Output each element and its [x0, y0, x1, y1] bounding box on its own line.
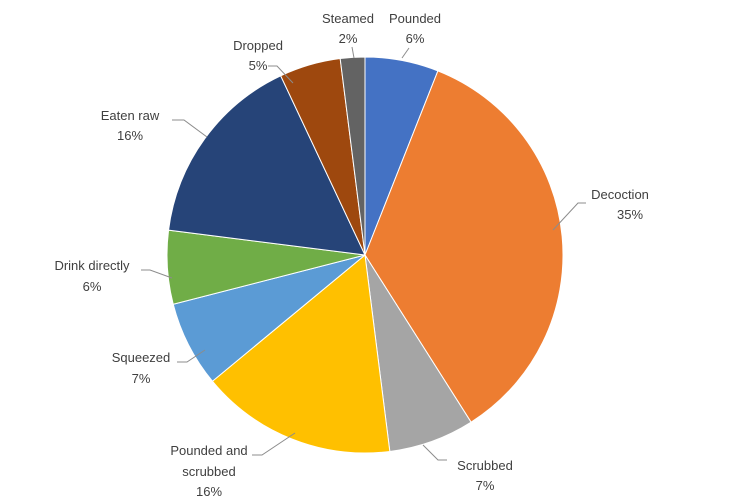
leader-line-eaten-raw [172, 119, 208, 138]
leader-line-pounded-and-scrubbed [252, 432, 296, 456]
data-label-name-squeezed: Squeezed [112, 350, 171, 365]
data-label-name-pounded: Pounded [389, 11, 441, 26]
data-label-value-decoction: 35% [617, 207, 643, 222]
leader-lines [141, 46, 586, 461]
data-label-value-eaten-raw: 16% [117, 128, 143, 143]
data-label-name-drink-directly: Drink directly [54, 258, 130, 273]
data-label-value-scrubbed: 7% [476, 478, 495, 493]
leader-line-squeezed [177, 349, 206, 363]
data-label-value-dropped: 5% [249, 58, 268, 73]
data-label-name-decoction: Decoction [591, 187, 649, 202]
leader-line-drink-directly [141, 269, 173, 279]
data-labels: Pounded 6% Decoction 35% Scrubbed 7% Pounded a… [54, 11, 648, 499]
data-label-value-steamed: 2% [339, 31, 358, 46]
data-label-name-steamed: Steamed [322, 11, 374, 26]
slice-eaten-raw [168, 75, 366, 256]
data-label-value-squeezed: 7% [132, 371, 151, 386]
leader-line-dropped [268, 65, 294, 84]
data-label-name-pounded-and-scrubbed: Pounded and [170, 443, 247, 458]
data-label-name-scrubbed: Scrubbed [457, 458, 513, 473]
slice-steamed [339, 56, 366, 256]
pie-slices [166, 56, 564, 454]
data-label-value-pounded-and-scrubbed: 16% [196, 484, 222, 499]
leader-line-steamed [351, 46, 355, 59]
leader-line-decoction [552, 202, 586, 231]
data-label-name-eaten-raw: Eaten raw [101, 108, 160, 123]
data-label-value-drink-directly: 6% [83, 279, 102, 294]
leader-line-pounded [401, 47, 410, 59]
leader-line-scrubbed [422, 444, 447, 461]
data-label-value-pounded: 6% [406, 31, 425, 46]
slice-decoction [364, 70, 564, 423]
data-label-name-pounded-and-scrubbed: scrubbed [182, 464, 235, 479]
slice-pounded-and-scrubbed [211, 254, 391, 454]
data-label-name-dropped: Dropped [233, 38, 283, 53]
